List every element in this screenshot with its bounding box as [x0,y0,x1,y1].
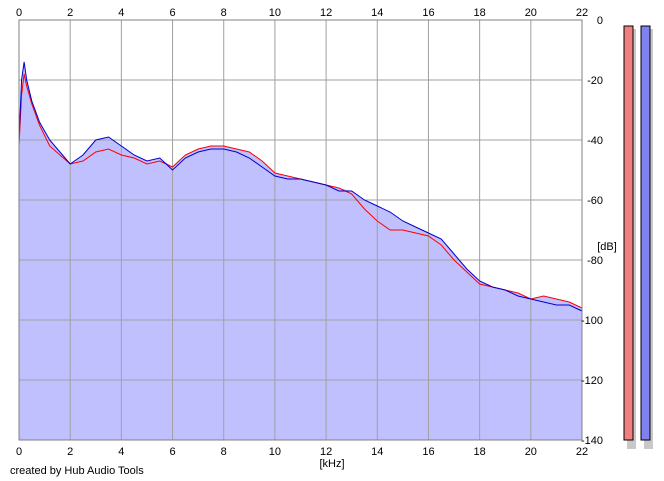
x-tick-top-0: 0 [16,7,22,19]
plot-frame [18,19,583,441]
y-tick-3: -60 [587,195,603,207]
x-tick-top-7: 14 [371,7,383,19]
x-tick-top-6: 12 [320,7,332,19]
y-tick-7: -140 [581,435,603,447]
y-tick-1: -20 [587,75,603,87]
y-tick-0: 0 [597,15,603,27]
y-tick-6: -120 [581,375,603,387]
x-tick-bottom-9: 18 [474,446,486,458]
x-tick-bottom-4: 8 [221,446,227,458]
level-meters [623,25,653,449]
x-tick-bottom-5: 10 [269,446,281,458]
x-tick-top-1: 2 [67,7,73,19]
x-tick-bottom-2: 4 [118,446,124,458]
x-tick-bottom-11: 22 [576,446,588,458]
x-tick-top-5: 10 [269,7,281,19]
x-tick-bottom-8: 16 [422,446,434,458]
y-tick-5: -100 [581,315,603,327]
grid-lines [18,19,583,441]
x-tick-top-8: 16 [422,7,434,19]
x-tick-top-11: 22 [576,7,588,19]
y-tick-labels: 0 -20 -40 -60 -80 -100 -120 -140 [581,15,603,447]
series-layer [18,61,583,312]
x-tick-bottom-3: 6 [169,446,175,458]
x-tick-bottom-1: 2 [67,446,73,458]
y-tick-4: -80 [587,255,603,267]
x-tick-top-10: 20 [525,7,537,19]
meter-bar-0 [623,25,634,441]
x-tick-bottom-0: 0 [16,446,22,458]
meter-bar-1 [640,25,651,441]
x-tick-top-9: 18 [474,7,486,19]
x-tick-bottom-6: 12 [320,446,332,458]
x-tick-bottom-7: 14 [371,446,383,458]
x-tick-top-3: 6 [169,7,175,19]
x-tick-top-4: 8 [221,7,227,19]
credit-text: created by Hub Audio Tools [10,465,144,477]
x-tick-top-2: 4 [118,7,124,19]
series-line-1 [18,61,583,312]
y-tick-2: -40 [587,135,603,147]
y-axis-label: [dB] [597,241,617,253]
x-tick-bottom-10: 20 [525,446,537,458]
x-axis-label: [kHz] [319,458,344,470]
spectrum-fill-area [19,62,582,440]
